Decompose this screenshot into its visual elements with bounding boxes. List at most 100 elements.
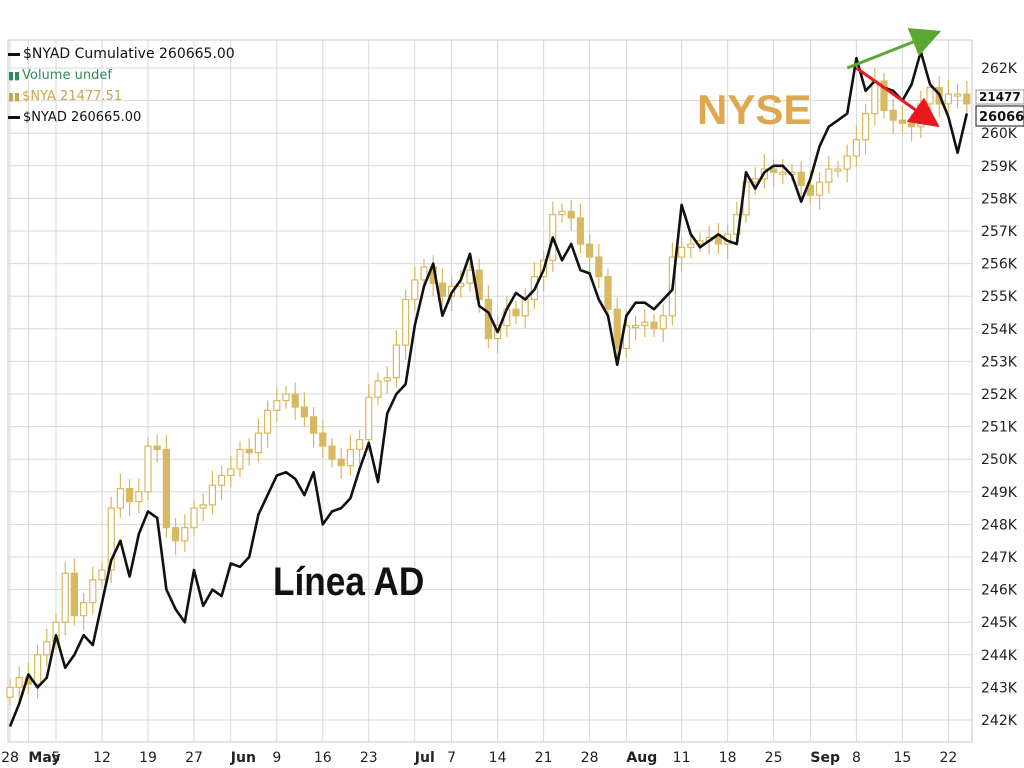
candle-body bbox=[585, 243, 594, 258]
y-tick-label: 246K bbox=[981, 583, 1018, 599]
candle-body bbox=[383, 377, 391, 382]
candle-icon: ▮▮ bbox=[8, 90, 21, 103]
legend-nya: ▮▮ $NYA 21477.51 bbox=[8, 86, 235, 107]
candle-body bbox=[834, 168, 842, 172]
legend-cumulative: $NYAD Cumulative 260665.00 bbox=[8, 44, 235, 65]
candle-body bbox=[806, 184, 815, 196]
plot-area bbox=[7, 39, 973, 743]
candle-body bbox=[926, 86, 934, 105]
down-trend-arrow bbox=[855, 66, 940, 128]
candle-body bbox=[677, 246, 686, 258]
candle-body bbox=[135, 491, 143, 503]
candle-body bbox=[70, 572, 79, 617]
x-tick-label: May bbox=[28, 750, 60, 766]
candle-body bbox=[181, 527, 189, 542]
candle-body bbox=[365, 396, 373, 441]
x-tick-label: 21 bbox=[535, 750, 553, 766]
y-tick-label: 249K bbox=[981, 485, 1018, 501]
x-tick-label: 23 bbox=[360, 750, 378, 766]
x-tick-label: 7 bbox=[447, 750, 456, 766]
y-tick-label: 255K bbox=[981, 289, 1018, 305]
candle-body bbox=[52, 621, 60, 643]
x-tick-label: 5 bbox=[52, 750, 61, 766]
candle-body bbox=[613, 308, 621, 349]
candle-body bbox=[107, 507, 115, 571]
candle-body bbox=[218, 474, 226, 486]
candle-body bbox=[79, 602, 88, 617]
y-tick-label: 244K bbox=[981, 648, 1018, 664]
x-tick-label: 9 bbox=[272, 750, 281, 766]
candle-body bbox=[89, 579, 97, 604]
x-tick-label: 25 bbox=[765, 750, 783, 766]
x-tick-label: Sep bbox=[810, 750, 840, 766]
bar-chart-icon: ▮▮ bbox=[8, 69, 21, 82]
candle-body bbox=[402, 298, 410, 346]
y-tick-label: 262K bbox=[981, 61, 1018, 77]
candle-body bbox=[797, 171, 805, 186]
y-tick-label: 248K bbox=[981, 517, 1018, 533]
candle-body bbox=[319, 432, 327, 447]
x-tick-label: 11 bbox=[673, 750, 691, 766]
candle-body bbox=[264, 409, 272, 434]
candle-body bbox=[43, 641, 51, 656]
y-tick-label: 257K bbox=[981, 224, 1018, 240]
ad-line-annotation: Línea AD bbox=[273, 560, 425, 604]
candle-body bbox=[125, 487, 134, 503]
candle-body bbox=[953, 93, 962, 97]
x-tick-label: 18 bbox=[719, 750, 737, 766]
x-tick-label: 19 bbox=[139, 750, 157, 766]
candle-body bbox=[227, 468, 235, 477]
x-tick-label: 22 bbox=[939, 750, 957, 766]
trend-arrows bbox=[846, 28, 942, 128]
candle-body bbox=[558, 210, 566, 216]
y-tick-label: 242K bbox=[981, 713, 1018, 729]
candle-body bbox=[236, 448, 244, 470]
x-tick-label: Jul bbox=[414, 750, 435, 766]
x-tick-label: 14 bbox=[489, 750, 507, 766]
legend: $NYAD Cumulative 260665.00 ▮▮ Volume und… bbox=[8, 44, 235, 128]
candle-body bbox=[162, 448, 170, 529]
candle-body bbox=[61, 572, 69, 623]
candle-body bbox=[300, 406, 308, 418]
candle-body bbox=[843, 155, 851, 170]
nyad-line bbox=[8, 50, 969, 727]
candle-body bbox=[963, 93, 971, 105]
candle-body bbox=[282, 393, 290, 402]
candle-body bbox=[861, 113, 870, 141]
legend-swatch bbox=[8, 116, 20, 119]
y-tick-label: 259K bbox=[981, 159, 1018, 175]
legend-nyad: $NYAD 260665.00 bbox=[8, 107, 235, 128]
nyse-annotation: NYSE bbox=[697, 86, 812, 133]
candle-body bbox=[144, 445, 152, 493]
candle-body bbox=[815, 181, 824, 196]
candle-body bbox=[687, 243, 695, 248]
candle-body bbox=[420, 266, 428, 281]
legend-cumulative-label: $NYAD Cumulative 260665.00 bbox=[23, 46, 235, 62]
x-tick-label: 16 bbox=[314, 750, 332, 766]
candle-body bbox=[153, 445, 161, 451]
legend-volume: ▮▮ Volume undef bbox=[8, 65, 235, 86]
y-tick-label: 245K bbox=[981, 615, 1018, 631]
legend-nya-label: $NYA 21477.51 bbox=[22, 89, 123, 104]
y-tick-label: 254K bbox=[981, 322, 1018, 338]
candle-body bbox=[310, 416, 318, 434]
candle-body bbox=[245, 448, 253, 454]
candle-body bbox=[346, 448, 354, 467]
x-tick-label: 28 bbox=[1, 750, 19, 766]
y-tick-label: 260K bbox=[981, 126, 1018, 142]
nya-price-tag-label: 21477 bbox=[979, 90, 1021, 104]
candle-body bbox=[576, 217, 585, 245]
up-trend-arrow bbox=[846, 28, 942, 70]
nya-price-tag bbox=[975, 89, 1024, 105]
candle-body bbox=[116, 487, 125, 509]
candle-body bbox=[273, 399, 281, 411]
candle-body bbox=[356, 439, 364, 451]
candle-body bbox=[374, 380, 382, 398]
candle-body bbox=[33, 654, 42, 685]
candle-body bbox=[604, 276, 612, 310]
x-tick-label: Jun bbox=[230, 750, 256, 766]
candle-body bbox=[852, 139, 861, 157]
candle-body bbox=[907, 122, 916, 128]
